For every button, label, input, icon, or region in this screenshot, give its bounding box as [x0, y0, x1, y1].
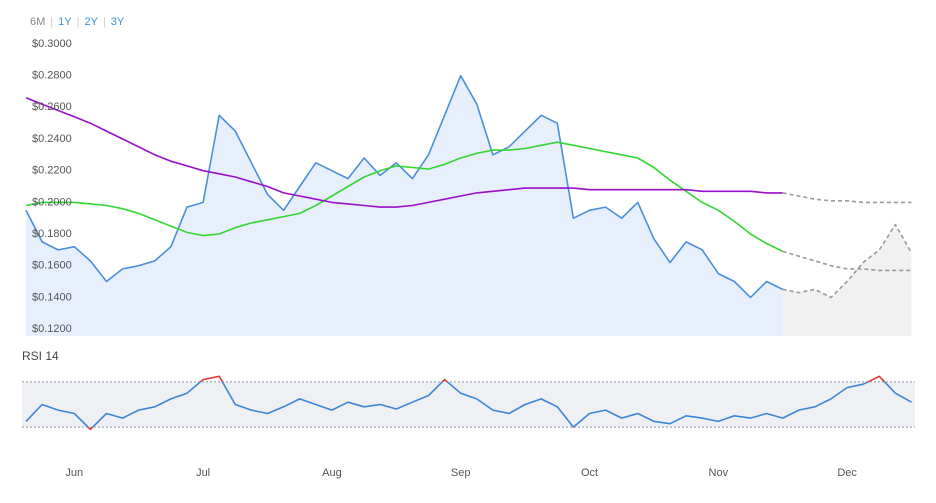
series-line	[782, 250, 912, 272]
x-tick-label: Dec	[837, 467, 857, 479]
series-line	[782, 192, 912, 204]
y-tick-label: $0.1600	[32, 260, 72, 272]
x-tick-label: Jul	[196, 467, 210, 479]
y-tick-label: $0.2600	[32, 101, 72, 113]
y-tick-label: $0.3000	[32, 38, 72, 50]
rsi-line	[25, 381, 912, 428]
y-tick-label: $0.2800	[32, 70, 72, 82]
y-tick-label: $0.2000	[32, 196, 72, 208]
x-tick-label: Sep	[451, 467, 471, 479]
range-button[interactable]: 2Y	[84, 16, 98, 28]
range-button[interactable]: 3Y	[110, 16, 125, 28]
rsi-band	[22, 381, 915, 428]
range-button[interactable]: 1Y	[58, 16, 72, 28]
range-button[interactable]: 6M	[30, 16, 46, 28]
x-tick-label: Aug	[322, 467, 342, 479]
series-line	[25, 97, 783, 208]
series-area	[782, 224, 912, 336]
series-line	[25, 74, 784, 299]
series-line	[25, 141, 784, 253]
x-tick-label: Oct	[581, 467, 598, 479]
series-line	[782, 223, 913, 299]
y-tick-label: $0.1400	[32, 291, 72, 303]
y-tick-label: $0.1800	[32, 228, 72, 240]
y-tick-label: $0.1200	[32, 323, 72, 335]
rsi-title: RSI 14	[22, 349, 59, 363]
y-tick-label: $0.2400	[32, 133, 72, 145]
y-tick-label: $0.2200	[32, 165, 72, 177]
x-tick-label: Nov	[709, 467, 729, 479]
range-buttons: 6M | 1Y | 2Y | 3Y	[30, 16, 125, 28]
x-tick-label: Jun	[65, 467, 83, 479]
